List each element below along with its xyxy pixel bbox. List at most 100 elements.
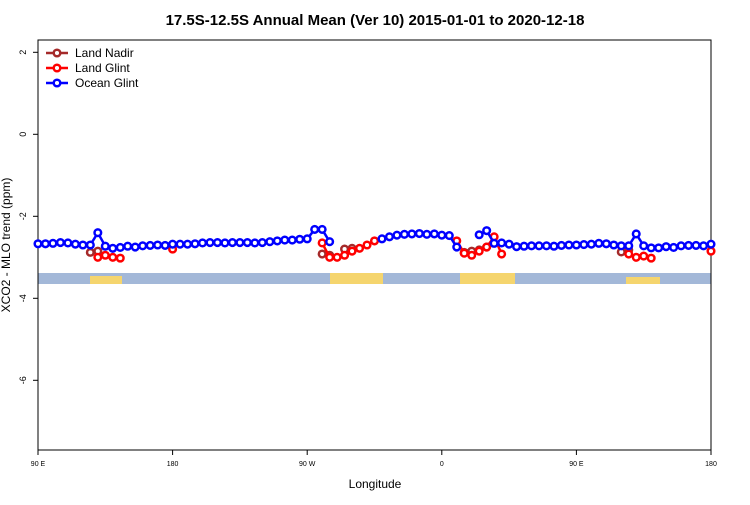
legend-marker — [52, 63, 62, 73]
data-point — [317, 224, 327, 234]
data-point — [272, 236, 282, 246]
data-point — [63, 238, 73, 248]
data-point — [497, 249, 507, 259]
data-point — [310, 224, 320, 234]
data-point — [407, 229, 417, 239]
data-point — [437, 230, 447, 240]
data-point — [504, 239, 514, 249]
data-point — [377, 234, 387, 244]
data-point — [497, 238, 507, 248]
data-point — [698, 241, 709, 251]
data-point — [205, 237, 215, 248]
land-patch — [90, 276, 122, 284]
land-patch — [626, 277, 660, 284]
data-point — [534, 241, 544, 251]
data-point — [295, 234, 305, 244]
data-point — [235, 237, 245, 248]
data-point — [317, 249, 327, 259]
legend-marker — [52, 48, 62, 58]
data-point — [669, 242, 679, 253]
data-point — [325, 252, 335, 262]
data-point — [369, 236, 380, 246]
data-point — [639, 241, 649, 251]
data-point — [639, 251, 649, 261]
x-tick-label: 180 — [705, 461, 717, 468]
data-point — [684, 240, 694, 250]
data-point — [190, 239, 200, 249]
data-point — [482, 226, 492, 236]
data-point — [242, 237, 252, 248]
data-point — [100, 250, 110, 260]
legend-label: Land Nadir — [75, 46, 134, 60]
legend-label: Land Glint — [75, 61, 130, 75]
data-point — [85, 240, 95, 250]
data-point — [564, 240, 574, 250]
y-tick-label: -6 — [18, 376, 28, 384]
data-point — [340, 250, 350, 260]
data-point — [474, 230, 484, 240]
data-point — [33, 239, 43, 249]
data-point — [526, 241, 537, 251]
data-point — [579, 240, 589, 250]
data-point — [676, 241, 686, 251]
data-point — [691, 240, 701, 250]
y-tick-label: -4 — [18, 294, 28, 302]
data-point — [212, 237, 223, 248]
data-point — [287, 235, 297, 245]
data-point — [654, 243, 664, 253]
data-point — [549, 241, 559, 251]
data-point — [519, 241, 529, 251]
x-tick-label: 90 W — [299, 461, 316, 468]
data-point — [78, 240, 88, 250]
data-point — [459, 248, 469, 258]
y-tick-label: 0 — [18, 132, 28, 137]
data-point — [130, 242, 140, 252]
data-point — [444, 231, 454, 241]
data-point — [452, 242, 462, 252]
data-point — [646, 253, 656, 263]
data-point — [250, 238, 260, 248]
land-mask — [38, 273, 711, 284]
land-patch — [330, 273, 383, 284]
data-point — [160, 240, 170, 250]
data-point — [257, 237, 267, 248]
data-point — [55, 237, 65, 248]
data-point — [422, 229, 432, 239]
data-point — [175, 239, 185, 249]
data-point — [392, 230, 402, 240]
data-point — [399, 229, 409, 239]
data-point — [601, 239, 611, 249]
data-point — [706, 246, 716, 256]
data-point — [594, 238, 604, 248]
data-point — [265, 237, 275, 247]
y-axis-label: XCO2 - MLO trend (ppm) — [0, 178, 13, 313]
data-point — [586, 239, 596, 249]
data-point — [482, 242, 492, 252]
data-point — [609, 240, 619, 250]
data-point — [571, 240, 581, 250]
data-point — [153, 240, 163, 250]
data-point — [93, 252, 103, 262]
data-point — [317, 238, 327, 248]
data-point — [280, 235, 290, 245]
data-point — [40, 239, 51, 249]
data-point — [123, 241, 133, 251]
data-point — [624, 249, 634, 259]
data-point — [706, 239, 716, 249]
data-point — [347, 246, 357, 256]
x-tick-label: 90 E — [569, 461, 584, 468]
data-point — [115, 253, 125, 263]
data-point — [183, 239, 193, 249]
data-point — [220, 238, 230, 248]
data-point — [115, 242, 125, 253]
legend-label: Ocean Glint — [75, 76, 139, 90]
data-point — [85, 247, 95, 257]
data-point — [325, 237, 335, 247]
data-point — [93, 228, 103, 238]
data-point — [467, 250, 477, 260]
data-point — [474, 246, 484, 256]
data-point — [541, 241, 552, 251]
data-point — [556, 240, 566, 250]
data-point — [354, 243, 365, 253]
x-tick-label: 90 E — [31, 461, 46, 468]
